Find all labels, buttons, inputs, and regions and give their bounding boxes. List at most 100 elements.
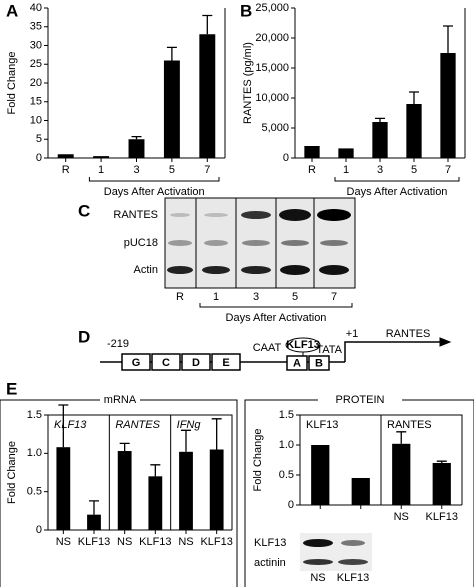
lane-label: 7 [331,291,337,303]
y-tick-label: 30 [30,39,42,51]
band [319,265,349,275]
y-tick-label: 1.0 [27,447,42,459]
blot-frame [300,533,372,571]
band [303,539,333,547]
x-tick-label: R [62,164,70,176]
bar [93,156,110,158]
x-tick-label: 5 [411,164,417,176]
chart-title: mRNA [104,394,137,406]
axis [48,414,233,530]
band [338,559,368,565]
band [242,240,270,246]
bar [87,514,101,530]
error-bar [58,404,69,448]
factor-label: KLF13 [286,339,320,351]
panel-label: A [6,1,18,20]
x-tick-label: NS [394,511,409,523]
element-label: D [192,357,200,369]
panel-title: KLF13 [54,419,87,431]
band [280,265,310,275]
element-box [121,353,151,371]
band [341,540,365,546]
element-box [308,355,330,371]
y-tick-label: 0.5 [27,486,42,498]
y-tick-label: 0 [283,152,289,164]
y-tick-label: 0 [36,524,42,536]
band [281,240,309,246]
error-bar [409,91,419,104]
lane-label: KLF13 [337,572,369,584]
group-bracket [88,177,220,182]
band [202,266,230,274]
x-tick-label: KLF13 [78,536,110,548]
group-label: Days After Activation [104,186,205,198]
y-tick-label: 0 [36,152,42,164]
tata-label: TATA [316,344,342,356]
panel-title: IFNg [177,419,202,431]
y-tick-label: 40 [30,2,42,14]
y-tick-label: 15,000 [255,62,289,74]
bar [128,139,145,158]
row-label: RANTES [113,209,158,221]
caat-label: CAAT [253,342,282,354]
y-tick-label: 25,000 [255,2,289,14]
bar [163,60,180,158]
element-label: B [315,357,323,369]
bar [117,451,132,530]
panel-title: RANTES [387,419,432,431]
x-tick-label: NS [178,536,193,548]
x-tick-label: 7 [204,164,210,176]
bar [57,154,74,158]
y-tick-label: 1.5 [279,409,294,421]
x-tick-label: KLF13 [426,511,458,523]
x-tick-label: 1 [98,164,104,176]
blot-c [164,197,356,289]
band [241,266,271,274]
band [168,240,192,246]
row-label: actinin [254,557,286,569]
lane-label: R [176,291,184,303]
x-tick-label: 3 [133,164,139,176]
y-tick-label: 20,000 [255,32,289,44]
band [204,240,228,246]
bar [148,476,163,530]
bar [338,148,354,158]
element-label: A [293,357,301,369]
error-bar [202,14,213,35]
y-tick-label: 10 [30,114,42,126]
axis [47,415,232,531]
y-tick-label: 25 [30,58,42,70]
blot-e [300,533,372,571]
error-bar [443,25,453,53]
chart-title: PROTEIN [336,394,385,406]
y-axis-label: Fold Change [6,52,18,115]
bar [199,34,216,158]
lane-label: 1 [213,291,219,303]
error-bar [436,460,447,463]
element-box [286,355,308,371]
row-label: Actin [134,264,158,276]
y-tick-label: 15 [30,96,42,108]
element-label: C [162,357,170,369]
element-box [211,353,241,371]
group-bracket [199,303,353,308]
group-label: Days After Activation [347,186,448,198]
y-tick-label: 0 [288,499,294,511]
bar [351,478,370,505]
x-tick-label: 3 [377,164,383,176]
position-label: -219 [107,338,129,350]
bar [311,445,330,505]
y-tick-label: 5 [36,133,42,145]
bar [56,447,71,530]
error-bar [119,442,130,452]
panel-label: E [6,379,17,398]
tss-arrow [344,341,440,362]
error-bar [166,46,177,61]
axis [300,414,463,505]
panel-label: B [240,1,252,20]
group-bracket [334,177,460,182]
y-tick-label: 1.0 [279,439,294,451]
error-bar [150,464,161,477]
lane-label: 3 [253,291,259,303]
